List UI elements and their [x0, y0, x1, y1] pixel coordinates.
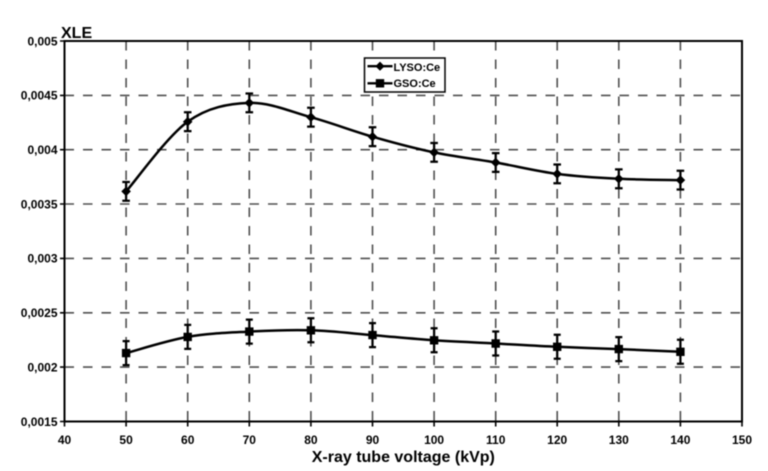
- svg-text:150: 150: [732, 433, 752, 447]
- svg-text:110: 110: [486, 433, 506, 447]
- svg-text:XLE: XLE: [61, 25, 92, 42]
- svg-text:60: 60: [181, 433, 195, 447]
- svg-text:100: 100: [424, 433, 444, 447]
- svg-text:80: 80: [304, 433, 318, 447]
- svg-text:130: 130: [609, 433, 629, 447]
- svg-text:0,0015: 0,0015: [21, 415, 58, 429]
- svg-text:0,003: 0,003: [27, 252, 57, 266]
- svg-text:40: 40: [58, 433, 72, 447]
- svg-text:LYSO:Ce: LYSO:Ce: [394, 62, 441, 74]
- svg-text:0,002: 0,002: [27, 360, 57, 374]
- svg-text:0,0025: 0,0025: [21, 306, 58, 320]
- svg-text:90: 90: [366, 433, 380, 447]
- svg-text:X-ray tube voltage (kVp): X-ray tube voltage (kVp): [312, 449, 495, 466]
- svg-text:0,0045: 0,0045: [21, 89, 58, 103]
- svg-text:0,004: 0,004: [27, 143, 57, 157]
- svg-text:GSO:Ce: GSO:Ce: [394, 78, 436, 90]
- svg-text:0,005: 0,005: [27, 34, 57, 48]
- svg-text:0,0035: 0,0035: [21, 197, 58, 211]
- svg-text:70: 70: [243, 433, 257, 447]
- svg-text:50: 50: [119, 433, 133, 447]
- svg-text:140: 140: [670, 433, 690, 447]
- svg-text:120: 120: [547, 433, 567, 447]
